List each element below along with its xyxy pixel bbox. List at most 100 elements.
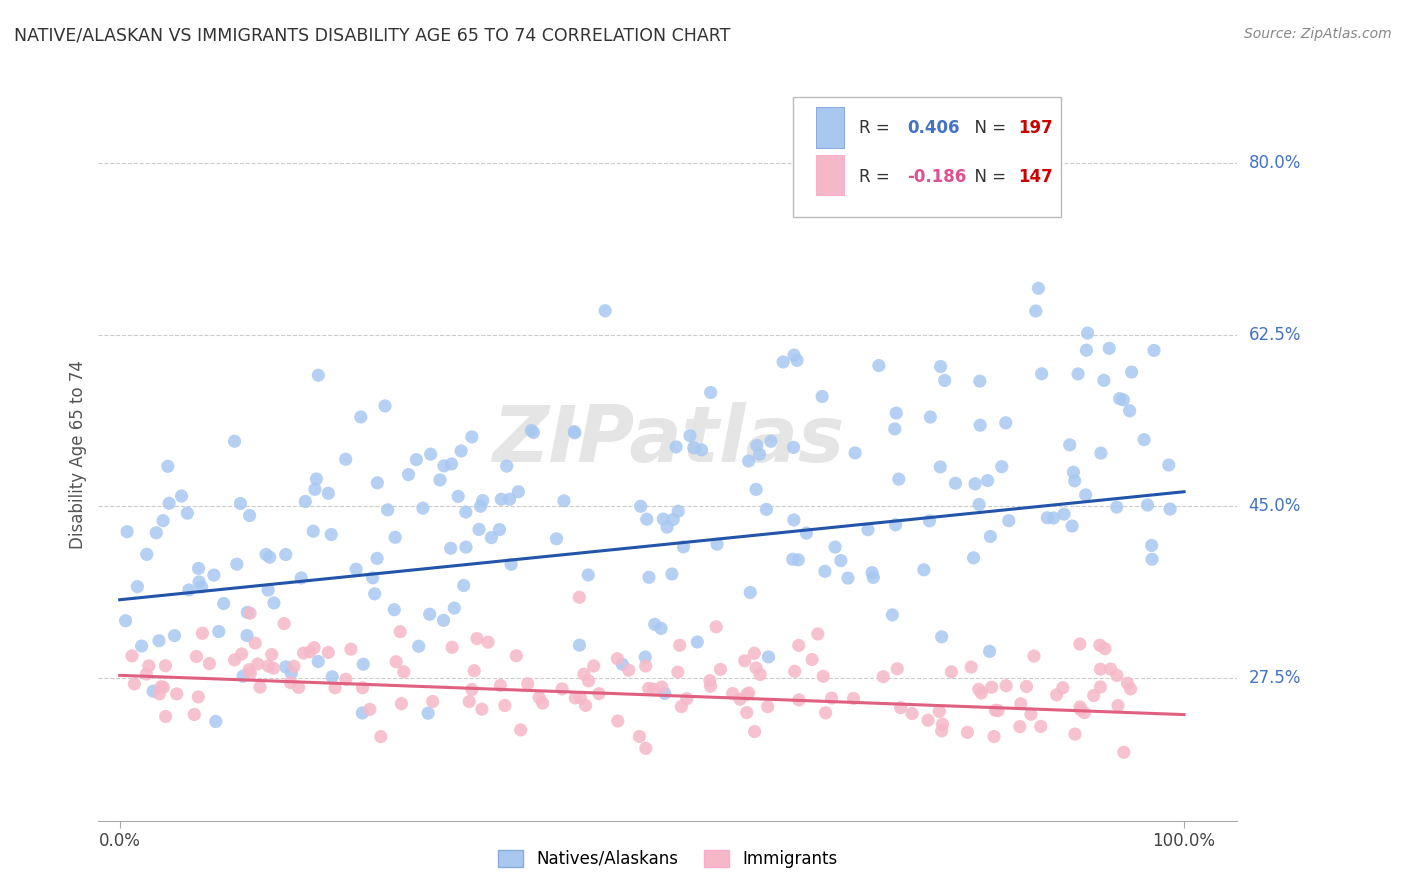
Point bbox=[772, 355, 794, 369]
Point bbox=[433, 458, 456, 473]
Point bbox=[1052, 681, 1074, 695]
Point bbox=[787, 553, 810, 567]
Point bbox=[359, 702, 381, 716]
FancyBboxPatch shape bbox=[815, 108, 845, 148]
Point bbox=[239, 606, 262, 620]
Point bbox=[744, 724, 766, 739]
Point bbox=[931, 723, 953, 738]
Point bbox=[553, 493, 575, 508]
Point bbox=[1062, 519, 1084, 533]
Point bbox=[176, 506, 198, 520]
Point bbox=[225, 557, 247, 571]
FancyBboxPatch shape bbox=[815, 155, 845, 195]
Point bbox=[186, 649, 208, 664]
Point bbox=[1112, 745, 1135, 759]
Point bbox=[960, 660, 983, 674]
Point bbox=[280, 675, 302, 690]
Point bbox=[145, 525, 167, 540]
Point bbox=[458, 695, 481, 709]
Text: N =: N = bbox=[965, 119, 1011, 137]
Point bbox=[1090, 680, 1112, 694]
Point bbox=[246, 657, 269, 671]
Point bbox=[494, 698, 516, 713]
Point bbox=[461, 430, 484, 444]
Point bbox=[1140, 552, 1163, 566]
Text: 62.5%: 62.5% bbox=[1249, 326, 1301, 343]
Point bbox=[187, 690, 209, 704]
Point bbox=[1092, 373, 1115, 387]
Point bbox=[1008, 720, 1031, 734]
Point bbox=[588, 687, 610, 701]
Point bbox=[1059, 438, 1081, 452]
Point bbox=[1064, 727, 1087, 741]
Point bbox=[967, 682, 990, 697]
Point bbox=[630, 500, 652, 514]
Point bbox=[704, 620, 727, 634]
Text: Source: ZipAtlas.com: Source: ZipAtlas.com bbox=[1244, 27, 1392, 41]
Point bbox=[912, 563, 935, 577]
Point bbox=[157, 496, 180, 510]
Point bbox=[886, 662, 908, 676]
Point bbox=[454, 540, 477, 554]
Point bbox=[302, 524, 325, 538]
Point bbox=[156, 459, 179, 474]
Point bbox=[419, 447, 441, 461]
Point bbox=[461, 682, 484, 697]
Point bbox=[637, 681, 659, 696]
Text: R =: R = bbox=[859, 168, 896, 186]
Point bbox=[987, 704, 1010, 718]
Point bbox=[801, 652, 824, 666]
Point bbox=[321, 670, 343, 684]
Point bbox=[166, 687, 188, 701]
Point bbox=[232, 669, 254, 683]
Point bbox=[302, 640, 325, 655]
Point bbox=[983, 730, 1005, 744]
Point bbox=[274, 548, 297, 562]
Point bbox=[1112, 392, 1135, 407]
Point bbox=[245, 636, 267, 650]
Point bbox=[956, 725, 979, 739]
Point bbox=[668, 638, 690, 652]
Point bbox=[1083, 689, 1105, 703]
Point bbox=[249, 680, 271, 694]
Point bbox=[335, 452, 357, 467]
Point bbox=[1077, 326, 1099, 340]
Point bbox=[135, 667, 157, 681]
Point bbox=[709, 662, 731, 676]
Point bbox=[231, 647, 253, 661]
Point bbox=[273, 616, 295, 631]
Point bbox=[1067, 367, 1090, 381]
Point bbox=[352, 706, 374, 720]
Point bbox=[814, 564, 837, 578]
Point bbox=[1118, 404, 1140, 418]
Point bbox=[920, 410, 942, 425]
Point bbox=[274, 660, 297, 674]
Text: NATIVE/ALASKAN VS IMMIGRANTS DISABILITY AGE 65 TO 74 CORRELATION CHART: NATIVE/ALASKAN VS IMMIGRANTS DISABILITY … bbox=[14, 27, 731, 45]
Point bbox=[1076, 343, 1098, 358]
Point bbox=[1010, 697, 1032, 711]
Point bbox=[928, 704, 950, 718]
Point bbox=[229, 496, 252, 510]
Point bbox=[980, 680, 1002, 694]
Point bbox=[666, 665, 689, 680]
Point bbox=[318, 486, 340, 500]
Point bbox=[121, 648, 143, 663]
Point bbox=[323, 681, 346, 695]
Text: -0.186: -0.186 bbox=[907, 168, 966, 186]
Point bbox=[208, 624, 231, 639]
Point bbox=[1108, 392, 1130, 406]
Point bbox=[962, 550, 984, 565]
Point bbox=[148, 633, 170, 648]
Point bbox=[148, 687, 170, 701]
Point bbox=[699, 679, 721, 693]
Point bbox=[934, 374, 956, 388]
Point bbox=[1098, 342, 1121, 356]
Point bbox=[1090, 446, 1112, 460]
Point bbox=[370, 730, 392, 744]
Point bbox=[188, 574, 211, 589]
Point bbox=[321, 527, 343, 541]
Point bbox=[257, 659, 280, 673]
Point bbox=[970, 686, 993, 700]
Point bbox=[738, 686, 761, 700]
Point bbox=[471, 702, 494, 716]
